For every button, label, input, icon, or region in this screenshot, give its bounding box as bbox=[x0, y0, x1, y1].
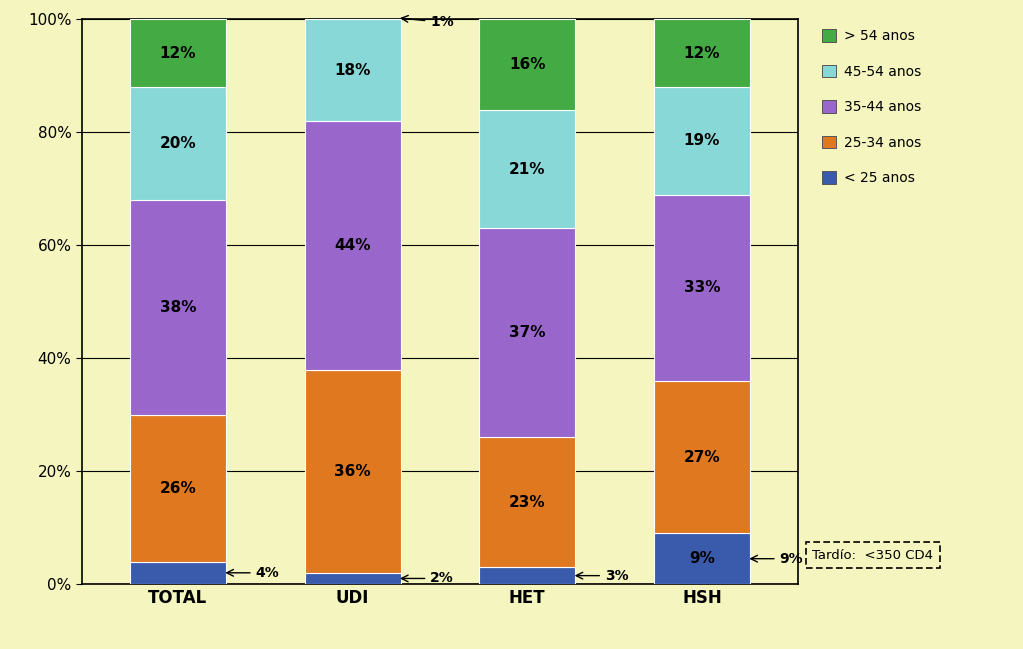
Text: 12%: 12% bbox=[160, 46, 196, 61]
Text: 21%: 21% bbox=[509, 162, 545, 177]
Text: 23%: 23% bbox=[508, 495, 545, 509]
Bar bbox=[654, 87, 750, 195]
Text: Tardío:  <350 CD4: Tardío: <350 CD4 bbox=[812, 548, 933, 561]
Bar bbox=[479, 228, 575, 437]
Text: 18%: 18% bbox=[335, 63, 370, 78]
Bar bbox=[479, 567, 575, 584]
Bar bbox=[130, 200, 226, 415]
Text: 44%: 44% bbox=[335, 238, 370, 253]
Text: 19%: 19% bbox=[683, 133, 720, 149]
Bar bbox=[130, 19, 226, 87]
Bar bbox=[130, 415, 226, 561]
Bar bbox=[305, 573, 401, 584]
Text: 16%: 16% bbox=[509, 57, 545, 72]
Text: 3%: 3% bbox=[576, 569, 628, 583]
Text: 26%: 26% bbox=[160, 481, 196, 496]
Text: 20%: 20% bbox=[160, 136, 196, 151]
Bar bbox=[305, 369, 401, 573]
Bar bbox=[654, 195, 750, 381]
Legend: > 54 anos, 45-54 anos, 35-44 anos, 25-34 anos, < 25 anos: > 54 anos, 45-54 anos, 35-44 anos, 25-34… bbox=[819, 27, 924, 188]
Bar bbox=[305, 14, 401, 19]
Bar bbox=[479, 110, 575, 228]
Bar bbox=[479, 437, 575, 567]
Bar bbox=[654, 19, 750, 87]
Bar bbox=[130, 87, 226, 200]
Text: 36%: 36% bbox=[335, 463, 371, 479]
Text: 9%: 9% bbox=[751, 552, 803, 566]
Bar bbox=[654, 533, 750, 584]
Bar bbox=[305, 121, 401, 369]
Bar bbox=[654, 381, 750, 533]
Text: 4%: 4% bbox=[227, 566, 279, 580]
Text: 27%: 27% bbox=[683, 450, 720, 465]
Text: 2%: 2% bbox=[401, 572, 454, 585]
Bar bbox=[305, 19, 401, 121]
Text: 38%: 38% bbox=[160, 300, 196, 315]
Text: 37%: 37% bbox=[509, 325, 545, 340]
Text: 9%: 9% bbox=[688, 551, 715, 566]
Bar bbox=[479, 19, 575, 110]
Bar bbox=[130, 561, 226, 584]
Text: 33%: 33% bbox=[683, 280, 720, 295]
Text: 12%: 12% bbox=[683, 46, 720, 61]
Text: 1%: 1% bbox=[401, 16, 454, 29]
